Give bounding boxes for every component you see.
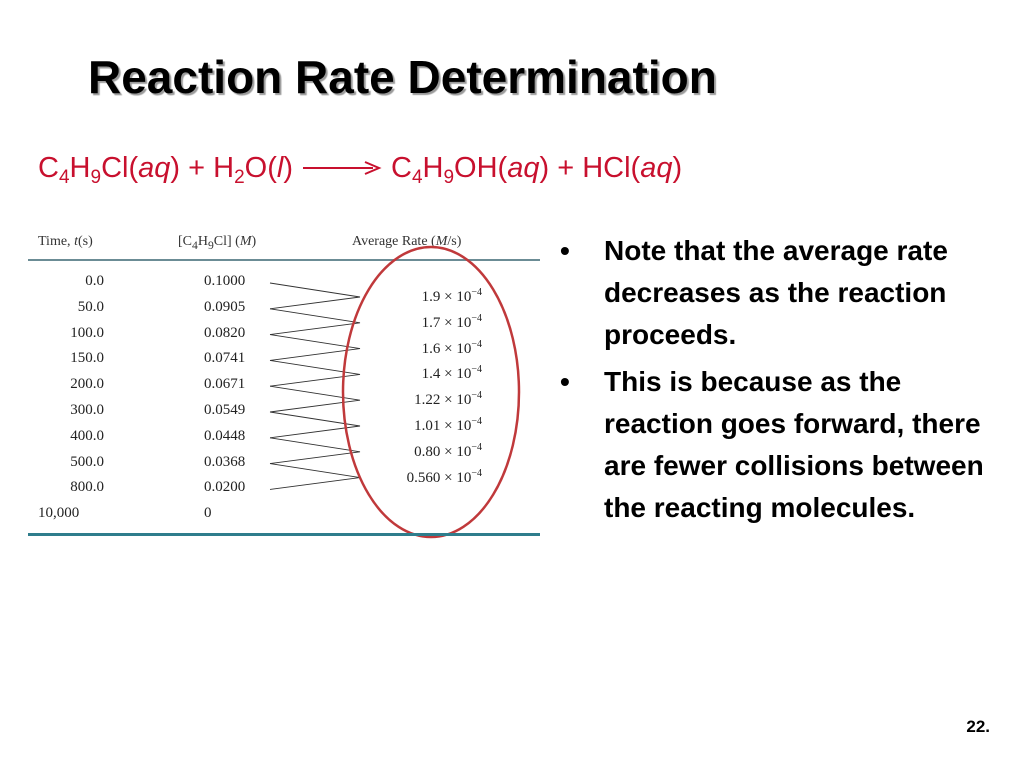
time-cell: 500.0	[70, 453, 104, 470]
page-number: 22.	[966, 717, 990, 736]
connector-line	[269, 463, 361, 490]
concentration-cell: 0.0200	[204, 479, 246, 496]
reactant-c4h9cl: C4H9Cl(aq)	[38, 152, 181, 188]
table-bottom-rule	[28, 533, 540, 536]
product-hcl: HCl(aq)	[582, 152, 683, 184]
rate-cell: 0.560 × 10−4	[406, 467, 482, 486]
table-header-rule	[28, 259, 540, 261]
time-cell: 400.0	[70, 427, 104, 444]
rate-cell: 1.01 × 10−4	[414, 416, 482, 434]
bullet-item: • Note that the average rate decreases as…	[560, 235, 948, 350]
plus-sign: +	[549, 152, 583, 184]
header-time: Time, t(s)	[38, 234, 93, 249]
time-cell: 0.0	[85, 273, 104, 289]
plus-sign: +	[180, 152, 214, 184]
product-c4h9oh: C4H9OH(aq)	[390, 152, 550, 188]
bullet-item: • This is because as the reaction goes fo…	[560, 366, 984, 523]
connector-line	[269, 334, 361, 361]
concentration-cell: 0	[204, 505, 212, 522]
bullet-list: • Note that the average rate decreases as…	[560, 230, 1000, 534]
connector-line	[269, 359, 361, 387]
time-cell: 50.0	[77, 298, 104, 315]
rate-cell: 0.80 × 10−4	[414, 441, 482, 460]
connector-line	[269, 308, 361, 336]
concentration-cell: 0.0671	[204, 376, 246, 393]
concentration-cell: 0.1000	[204, 273, 246, 289]
slide-title: Reaction Rate Determination	[88, 51, 717, 103]
concentration-cell: 0.0820	[204, 324, 246, 341]
rate-cell: 1.22 × 10−4	[414, 390, 482, 409]
rate-data-table: Time, t(s) [C4H9Cl] (M) Average Rate (M/…	[0, 0, 560, 560]
time-cell: 100.0	[70, 324, 104, 341]
time-cell: 300.0	[70, 402, 104, 418]
time-cell: 10,000	[38, 505, 80, 522]
concentration-cell: 0.0368	[204, 453, 246, 470]
connector-line	[269, 411, 361, 439]
time-cell: 150.0	[70, 350, 104, 367]
concentration-cell: 0.0741	[204, 350, 246, 367]
reactant-h2o: H2O(l)	[213, 152, 293, 188]
rate-cell: 1.6 × 10−4	[421, 338, 482, 357]
reaction-equation: C4H9Cl(aq) + H2O(l) C4H9OH(aq) + HCl(aq)	[38, 152, 683, 188]
header-concentration: [C4H9Cl] (M)	[178, 234, 257, 252]
connector-line	[269, 385, 361, 413]
concentration-cell: 0.0549	[204, 402, 246, 418]
header-average-rate: Average Rate (M/s)	[352, 234, 462, 249]
reaction-arrow-icon	[301, 161, 383, 175]
rate-cell: 1.7 × 10−4	[421, 312, 482, 331]
concentration-cell: 0.0905	[204, 298, 246, 315]
time-cell: 200.0	[70, 376, 104, 393]
highlight-ellipse	[341, 245, 521, 539]
connector-line	[269, 437, 361, 465]
rate-cell: 1.4 × 10−4	[421, 364, 482, 383]
rate-connector-lines	[269, 245, 521, 539]
time-cell: 800.0	[70, 479, 104, 496]
connector-line	[269, 282, 361, 310]
concentration-cell: 0.0448	[204, 427, 246, 444]
rate-cell: 1.9 × 10−4	[421, 287, 482, 305]
